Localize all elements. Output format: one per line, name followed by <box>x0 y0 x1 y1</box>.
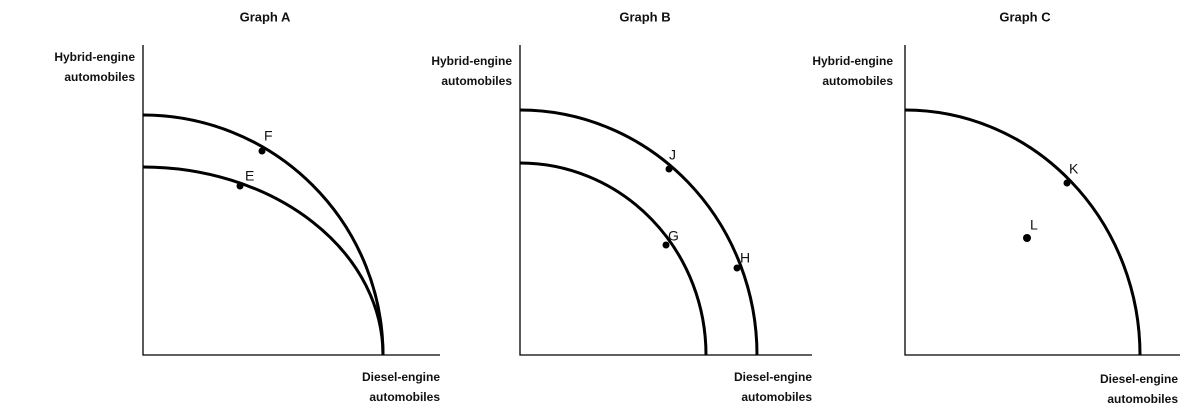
x-axis-label: automobiles <box>369 390 440 404</box>
ppf-curve <box>904 108 1142 356</box>
point-label: F <box>264 128 273 144</box>
y-axis-label: automobiles <box>822 74 893 88</box>
axes <box>904 45 1180 356</box>
point <box>733 264 741 272</box>
x-axis-label: automobiles <box>741 390 812 404</box>
graph: Graph C Hybrid-engine automobiles K L Di… <box>812 9 1180 406</box>
point <box>1023 234 1031 242</box>
y-axis-label: Hybrid-engine <box>812 54 893 68</box>
y-axis-label: automobiles <box>441 74 512 88</box>
graph-title: Graph C <box>999 9 1051 24</box>
graph: Graph B Hybrid-engine automobiles J G H … <box>431 9 812 404</box>
graph-title: Graph B <box>619 9 670 24</box>
point-label: H <box>740 250 750 266</box>
x-axis-label: Diesel-engine <box>1100 372 1178 386</box>
graph-title: Graph A <box>240 9 291 24</box>
point-label: K <box>1069 161 1079 177</box>
ppf-curve <box>142 113 385 356</box>
y-axis-label: Hybrid-engine <box>54 50 135 64</box>
point <box>1063 179 1071 187</box>
x-axis-label: automobiles <box>1107 392 1178 406</box>
ppf-curve <box>519 161 708 356</box>
x-axis-label: Diesel-engine <box>362 370 440 384</box>
point <box>665 165 673 173</box>
x-axis-label: Diesel-engine <box>734 370 812 384</box>
axes <box>142 45 440 356</box>
y-axis-label: Hybrid-engine <box>431 54 512 68</box>
ppf-curve <box>142 165 385 356</box>
point-label: G <box>668 228 679 244</box>
point <box>236 182 244 190</box>
point-label: L <box>1030 217 1038 233</box>
point <box>258 147 266 155</box>
point-label: J <box>669 147 676 163</box>
ppf-curve <box>519 108 759 356</box>
point <box>662 241 670 249</box>
graph: Graph A Hybrid-engine automobiles F E Di… <box>54 9 440 404</box>
point-label: E <box>245 168 254 184</box>
axes <box>519 45 812 356</box>
y-axis-label: automobiles <box>64 70 135 84</box>
